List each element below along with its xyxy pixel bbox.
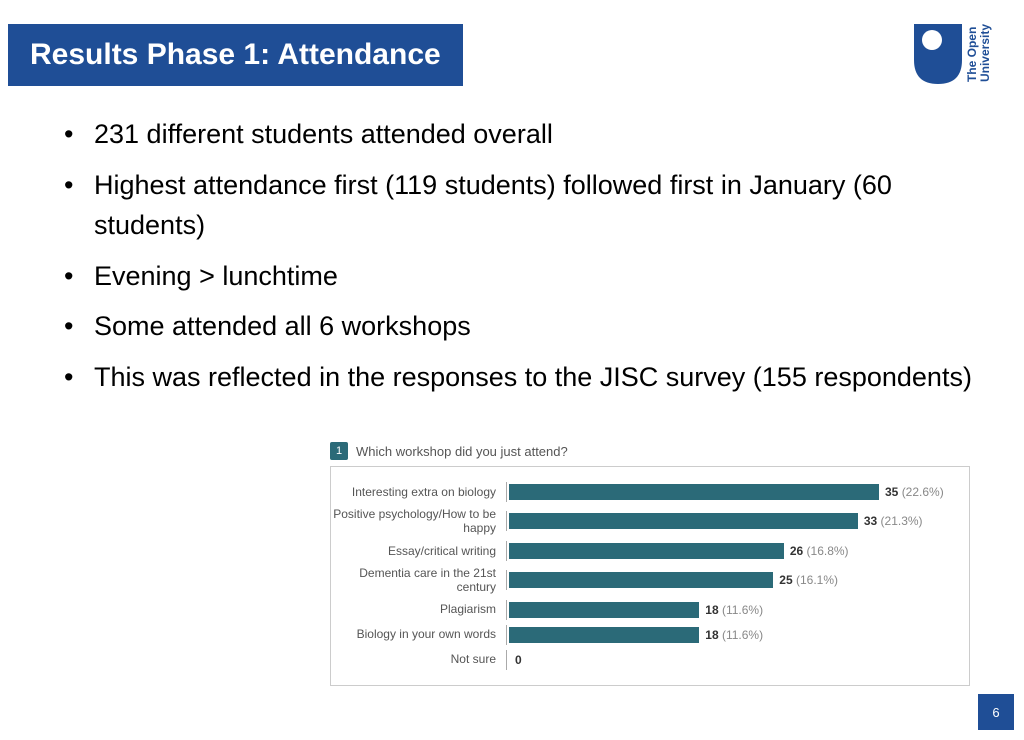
- chart-category-label: Dementia care in the 21st century: [331, 566, 506, 595]
- chart-bar: [509, 543, 784, 559]
- chart-bar: [509, 572, 773, 588]
- ou-shield-icon: [914, 24, 962, 84]
- chart-row: Positive psychology/How to be happy 33 (2…: [331, 507, 955, 536]
- chart-title: 1 Which workshop did you just attend?: [330, 442, 970, 460]
- page-number: 6: [978, 694, 1014, 730]
- chart-value-label: 18 (11.6%): [705, 628, 763, 642]
- chart-row: Plagiarism 18 (11.6%): [331, 600, 955, 620]
- chart-value-label: 33 (21.3%): [864, 514, 923, 528]
- chart-box: Interesting extra on biology 35 (22.6%) Po…: [330, 466, 970, 686]
- chart-value-label: 35 (22.6%): [885, 485, 944, 499]
- ou-logo-text: The OpenUniversity: [966, 24, 992, 82]
- list-item: Evening > lunchtime: [70, 256, 984, 297]
- list-item: This was reflected in the responses to t…: [70, 357, 984, 398]
- chart-bar: [509, 602, 699, 618]
- chart-bar-area: 18 (11.6%): [506, 625, 955, 645]
- chart-bar-area: 18 (11.6%): [506, 600, 955, 620]
- survey-chart: 1 Which workshop did you just attend? In…: [330, 442, 970, 686]
- chart-category-label: Plagiarism: [331, 602, 506, 616]
- chart-bar: [509, 484, 879, 500]
- chart-question-text: Which workshop did you just attend?: [356, 444, 568, 459]
- chart-bar-area: 25 (16.1%): [506, 570, 955, 590]
- chart-row: Not sure 0: [331, 650, 955, 670]
- chart-bar-area: 26 (16.8%): [506, 541, 955, 561]
- list-item: Highest attendance first (119 students) …: [70, 165, 984, 246]
- chart-value-label: 18 (11.6%): [705, 603, 763, 617]
- question-number-badge: 1: [330, 442, 348, 460]
- chart-row: Biology in your own words 18 (11.6%): [331, 625, 955, 645]
- chart-category-label: Positive psychology/How to be happy: [331, 507, 506, 536]
- chart-row: Interesting extra on biology 35 (22.6%): [331, 482, 955, 502]
- chart-category-label: Interesting extra on biology: [331, 485, 506, 499]
- chart-category-label: Not sure: [331, 652, 506, 666]
- list-item: Some attended all 6 workshops: [70, 306, 984, 347]
- chart-row: Dementia care in the 21st century 25 (16.…: [331, 566, 955, 595]
- bullet-list: 231 different students attended overall …: [70, 114, 984, 397]
- chart-bar-area: 33 (21.3%): [506, 511, 955, 531]
- chart-category-label: Biology in your own words: [331, 627, 506, 641]
- list-item: 231 different students attended overall: [70, 114, 984, 155]
- chart-bar: [509, 627, 699, 643]
- chart-row: Essay/critical writing 26 (16.8%): [331, 541, 955, 561]
- chart-bar-area: 0: [506, 650, 955, 670]
- chart-value-label: 25 (16.1%): [779, 573, 838, 587]
- chart-value-label: 0: [515, 653, 522, 667]
- chart-category-label: Essay/critical writing: [331, 544, 506, 558]
- chart-bar-area: 35 (22.6%): [506, 482, 955, 502]
- ou-logo: The OpenUniversity: [914, 24, 992, 84]
- slide-title: Results Phase 1: Attendance: [8, 24, 463, 86]
- chart-bar: [509, 513, 858, 529]
- chart-value-label: 26 (16.8%): [790, 544, 849, 558]
